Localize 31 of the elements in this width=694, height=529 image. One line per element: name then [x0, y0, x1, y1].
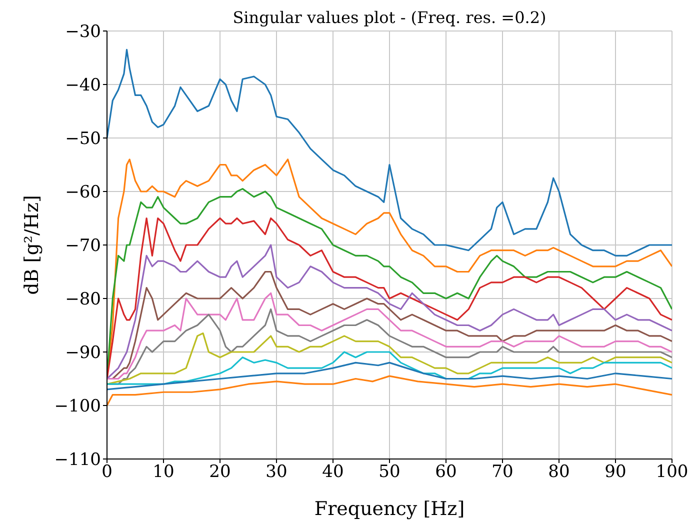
line-series — [107, 48, 672, 256]
chart-title: Singular values plot - (Freq. res. =0.2) — [232, 8, 548, 27]
x-tick-label: 40 — [322, 462, 344, 482]
line-series — [107, 362, 672, 390]
line-series — [107, 375, 672, 406]
y-tick-label: −90 — [65, 343, 101, 364]
line-series — [107, 332, 672, 385]
line-series — [107, 351, 672, 385]
y-tick-label: −50 — [65, 129, 101, 150]
x-tick-label: 60 — [435, 462, 457, 482]
x-tick-label: 80 — [548, 462, 570, 482]
y-tick-label: −30 — [65, 22, 101, 42]
y-tick-label: −40 — [65, 76, 101, 96]
x-tick-label: 100 — [656, 462, 688, 482]
line-series — [107, 292, 672, 380]
x-tick-label: 70 — [492, 462, 514, 482]
y-axis-title: dB [g²/Hz] — [21, 195, 43, 295]
x-tick-label: 20 — [209, 462, 231, 482]
x-tick-label: 30 — [266, 462, 288, 482]
x-tick-label: 0 — [102, 462, 112, 482]
x-tick-label: 90 — [604, 462, 626, 482]
x-tick-label: 50 — [378, 462, 400, 482]
x-tick-label: 10 — [152, 462, 174, 482]
y-tick-label: −60 — [65, 182, 101, 203]
y-tick-label: −100 — [54, 396, 101, 417]
y-tick-label: −110 — [54, 450, 101, 470]
line-series — [107, 244, 672, 380]
y-tick-label: −80 — [65, 290, 101, 310]
x-axis-title: Frequency [Hz] — [314, 498, 465, 520]
y-tick-label: −70 — [65, 236, 101, 256]
line-series — [107, 217, 672, 380]
